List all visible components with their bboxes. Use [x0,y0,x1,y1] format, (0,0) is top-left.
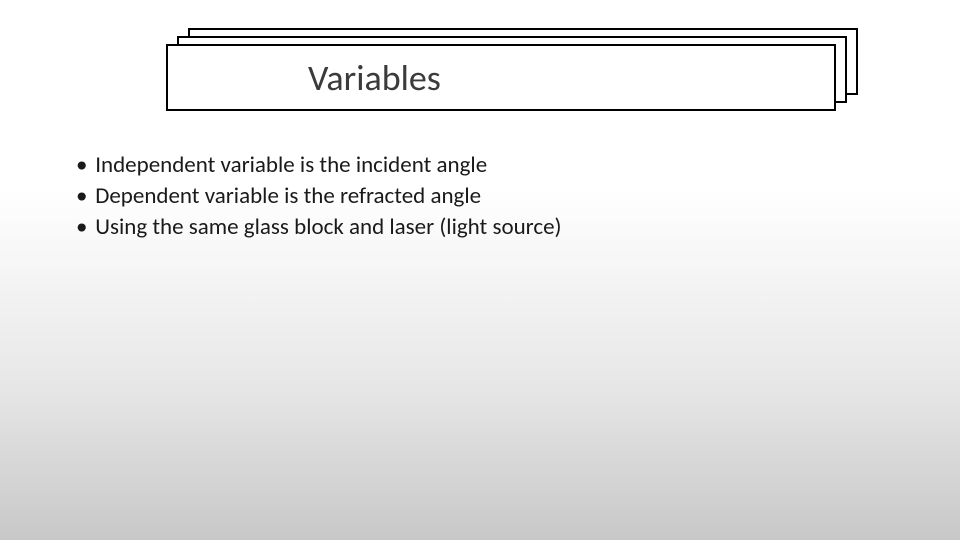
page-title: Variables [308,56,441,100]
list-item: • Independent variable is the incident a… [76,150,562,181]
bullet-marker: • [76,150,90,181]
bullet-marker: • [76,212,90,243]
list-item: • Using the same glass block and laser (… [76,212,562,243]
bullet-text: Dependent variable is the refracted angl… [95,182,481,210]
bullet-text: Independent variable is the incident ang… [95,151,487,179]
bullet-text: Using the same glass block and laser (li… [95,213,561,241]
list-item: • Dependent variable is the refracted an… [76,181,562,212]
title-box-front: Variables [166,44,836,111]
bullet-marker: • [76,181,90,212]
title-box-stack: Variables [166,28,850,112]
bullet-list: • Independent variable is the incident a… [76,150,562,243]
